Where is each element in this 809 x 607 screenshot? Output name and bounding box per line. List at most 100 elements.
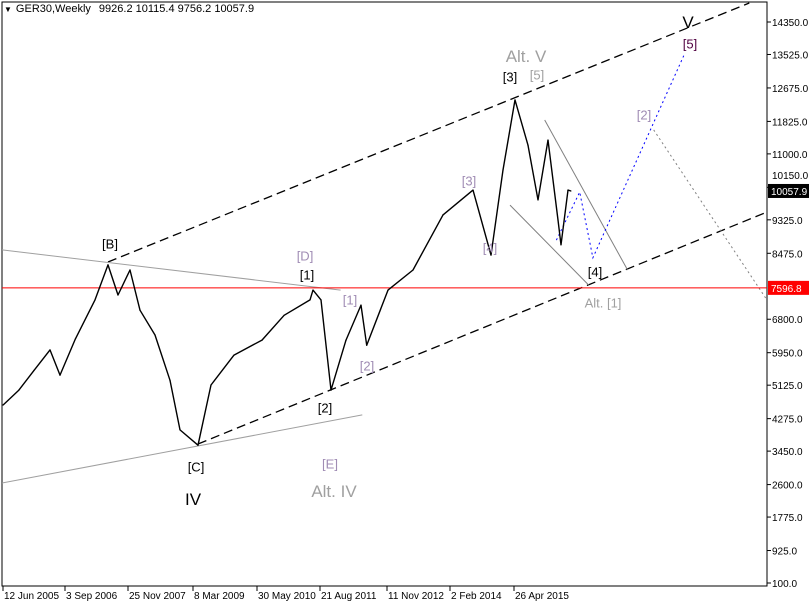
price-point: [366, 344, 368, 346]
price-point: [560, 244, 562, 246]
price-point: [283, 314, 285, 316]
price-point: [94, 299, 96, 301]
price-point: [2, 404, 4, 406]
wave-label: [3]: [502, 69, 518, 85]
x-tick-label: 12 Jun 2005: [4, 591, 59, 602]
symbol-label: GER30,Weekly: [15, 3, 91, 15]
wave-label: [B]: [102, 236, 118, 252]
triangle-down-icon[interactable]: ▼: [4, 5, 12, 14]
x-tick-label: 3 Sep 2006: [66, 591, 118, 602]
y-tick-label: 6800.0: [772, 315, 803, 326]
trendline-5: [509, 204, 589, 286]
price-point: [49, 349, 51, 351]
price-point: [233, 354, 235, 356]
price-point: [330, 389, 332, 391]
y-tick-label: 11825.0: [772, 117, 808, 128]
y-tick-label: 8475.0: [772, 249, 803, 260]
wave-label: Alt. [1]: [584, 295, 622, 311]
y-tick-label: 4275.0: [772, 415, 803, 426]
price-point: [59, 374, 61, 376]
level-price-label-bg: [768, 280, 809, 295]
price-point: [74, 338, 77, 340]
y-tick-label: 100.0: [772, 579, 797, 590]
y-tick-label: 5125.0: [772, 381, 803, 392]
y-tick-label: 9325.0: [772, 216, 803, 227]
x-tick-label: 8 Mar 2009: [194, 591, 245, 602]
wave-label: [2]: [636, 107, 652, 123]
price-point: [502, 169, 504, 171]
current-price-label: 10057.9: [771, 187, 808, 198]
price-point: [169, 379, 171, 381]
x-tick-label: 30 May 2010: [258, 591, 316, 602]
trendline-4: [544, 119, 629, 271]
y-tick-label: 11000.0: [772, 150, 808, 161]
trendline-1: [197, 211, 767, 445]
trendline-6: [555, 54, 685, 260]
price-point: [309, 299, 311, 301]
wave-label: [1]: [299, 267, 315, 283]
wave-label: [4]: [587, 264, 603, 280]
price-point: [33, 369, 35, 372]
price-point: [547, 139, 549, 141]
price-point: [527, 144, 529, 146]
price-point: [567, 189, 569, 191]
price-point: [557, 219, 559, 221]
price-point: [537, 199, 539, 201]
trendline-3: [2, 414, 363, 484]
price-point: [320, 299, 322, 301]
ohlc-values: 9926.2 10115.4 9756.2 10057.9: [98, 3, 255, 15]
x-tick-label: 11 Nov 2012: [388, 591, 444, 602]
price-point: [490, 254, 492, 256]
wave-label: [4]: [482, 240, 498, 256]
wave-label: V: [682, 13, 694, 32]
price-point: [412, 269, 414, 271]
wave-label: [3]: [461, 173, 477, 189]
price-series-line: [2, 99, 572, 446]
trendline-2: [2, 249, 341, 291]
price-point: [360, 304, 362, 306]
trendline-7: [653, 129, 767, 301]
y-tick-label: 13525.0: [772, 50, 809, 61]
price-point: [210, 384, 212, 386]
wave-label: [2]: [359, 358, 375, 374]
x-tick-label: 26 Apr 2015: [515, 591, 569, 602]
price-point: [197, 444, 199, 446]
wave-label: [1]: [342, 292, 358, 308]
wave-label: [5]: [529, 67, 545, 83]
y-tick-label: 10150.0: [772, 171, 809, 182]
price-point: [18, 389, 20, 391]
wave-label: [E]: [322, 456, 338, 472]
wave-label: [2]: [317, 400, 333, 416]
y-tick-label: 5950.0: [772, 349, 803, 360]
price-point: [472, 189, 474, 191]
x-tick-label: 21 Aug 2011: [321, 591, 377, 602]
wave-label: [5]: [682, 36, 698, 52]
price-point: [312, 289, 314, 291]
price-point: [570, 190, 572, 192]
price-point: [117, 294, 119, 296]
wave-label: [D]: [296, 248, 314, 264]
current-price-label-bg: [768, 183, 809, 198]
wave-label: IV: [184, 490, 202, 509]
y-tick-label: 3450.0: [772, 447, 803, 458]
price-point: [179, 429, 181, 431]
wave-label: Alt. V: [505, 47, 547, 66]
trendline-0: [107, 2, 750, 263]
y-tick-label: 925.0: [772, 547, 797, 558]
price-point: [139, 309, 141, 311]
y-tick-label: 2600.0: [772, 481, 803, 492]
plot-area: [1, 1, 768, 587]
price-point: [129, 269, 131, 271]
level-price-label: 7596.8: [771, 284, 802, 295]
price-point: [514, 99, 516, 101]
y-tick-label: 14350.0: [772, 18, 809, 29]
wave-label: [C]: [187, 459, 205, 475]
price-point: [442, 214, 444, 216]
price-point: [261, 339, 263, 341]
chart-header: ▼ GER30,Weekly 9926.2 10115.4 9756.2 10057…: [4, 3, 254, 15]
wave-label: Alt. IV: [311, 482, 357, 501]
x-tick-label: 2 Feb 2014: [451, 591, 502, 602]
y-tick-label: 12675.0: [772, 84, 809, 95]
y-tick-label: 1775.0: [772, 513, 803, 524]
